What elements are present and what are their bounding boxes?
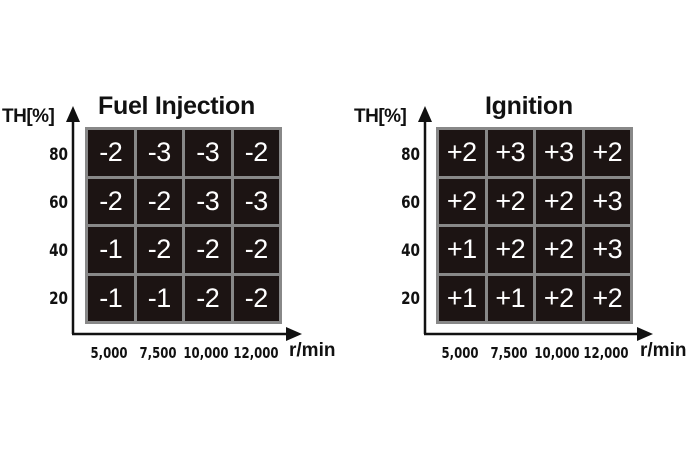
ignition-map-cell: +3 xyxy=(584,227,630,273)
fuel-x-tick: 12,000 xyxy=(233,344,279,362)
ignition-y-tick: 60 xyxy=(401,193,420,213)
ignition-y-label: TH[%] xyxy=(354,106,407,127)
ignition-map-cell: +2 xyxy=(536,178,582,224)
fuel-title: Fuel Injection xyxy=(98,92,255,120)
fuel-map-cell: -3 xyxy=(185,178,231,224)
ignition-map-cell: +2 xyxy=(584,130,630,176)
fuel-map-cell: -2 xyxy=(136,227,182,273)
fuel-map-grid: -2 -3 -3 -2 -2 -2 -3 -3 -1 -2 -2 -2 -1 -1 -2 -2 xyxy=(85,127,282,324)
fuel-map-cell: -2 xyxy=(88,178,134,224)
ignition-map-cell: +3 xyxy=(584,178,630,224)
ignition-map-cell: +1 xyxy=(439,227,485,273)
fuel-injection-panel: Fuel Injection TH[%] 80 60 40 20 -2 -3 -3-… xyxy=(2,92,336,362)
fuel-x-tick: 7,500 xyxy=(139,344,177,362)
fuel-x-tick: 10,000 xyxy=(183,344,229,362)
fuel-y-label: TH[%] xyxy=(2,106,55,127)
ignition-map-cell: +2 xyxy=(487,178,533,224)
ignition-y-tick: 80 xyxy=(401,145,420,165)
fuel-map-cell: -1 xyxy=(88,275,134,321)
fuel-y-tick: 80 xyxy=(49,145,68,165)
fuel-map-cell: -1 xyxy=(88,227,134,273)
ignition-map-cell: +3 xyxy=(536,130,582,176)
fuel-map-cell: -2 xyxy=(233,227,279,273)
fuel-map-cell: -1 xyxy=(136,275,182,321)
fuel-x-unit: r/min xyxy=(289,340,336,361)
fuel-map-cell: -2 xyxy=(185,275,231,321)
fuel-map-cell: -2 xyxy=(88,130,134,176)
ignition-map-cell: +2 xyxy=(584,275,630,321)
ignition-x-tick: 12,000 xyxy=(583,344,629,362)
ignition-y-tick: 20 xyxy=(401,289,420,309)
y-axis-arrow-icon xyxy=(66,106,80,122)
ignition-panel: Ignition TH[%] 80 60 40 20 +2 +3 +3 +2 +2 +2 +… xyxy=(350,0,696,457)
ignition-x-unit: r/min xyxy=(640,340,687,361)
ignition-map-cell: +2 xyxy=(536,275,582,321)
ignition-map-cell: +1 xyxy=(487,275,533,321)
ignition-x-tick: 10,000 xyxy=(534,344,580,362)
fuel-map-cell: -3 xyxy=(136,130,182,176)
ignition-map-cell: +2 xyxy=(536,227,582,273)
ignition-map-cell: +2 xyxy=(439,130,485,176)
ignition-map-cell: +2 xyxy=(487,227,533,273)
y-axis-arrow-icon xyxy=(418,106,432,122)
ignition-x-tick: 5,000 xyxy=(441,344,479,362)
ignition-x-tick: 7,500 xyxy=(490,344,528,362)
ignition-map-cell: +3 xyxy=(487,130,533,176)
fuel-map-cell: -2 xyxy=(185,227,231,273)
fuel-axes xyxy=(66,106,302,341)
fuel-y-tick: 60 xyxy=(49,193,68,213)
fuel-map-cell: -2 xyxy=(233,275,279,321)
fuel-x-tick: 5,000 xyxy=(90,344,128,362)
ignition-map-cell: +2 xyxy=(439,178,485,224)
ignition-y-tick: 40 xyxy=(401,241,420,261)
fuel-map-cell: -3 xyxy=(233,178,279,224)
x-axis-arrow-icon xyxy=(637,327,653,341)
fuel-map-cell: -3 xyxy=(185,130,231,176)
fuel-map-cell: -2 xyxy=(136,178,182,224)
fuel-y-tick: 40 xyxy=(49,241,68,261)
fuel-y-tick: 20 xyxy=(49,289,68,309)
fuel-map-cell: -2 xyxy=(233,130,279,176)
ignition-axes xyxy=(418,106,653,341)
ignition-map-cell: +1 xyxy=(439,275,485,321)
ignition-map-grid: +2 +3 +3 +2 +2 +2 +2 +3 +1 +2 +2 +3 +1 +1 +2 +2 xyxy=(436,127,633,324)
x-axis-arrow-icon xyxy=(286,327,302,341)
ignition-title: Ignition xyxy=(485,92,573,120)
